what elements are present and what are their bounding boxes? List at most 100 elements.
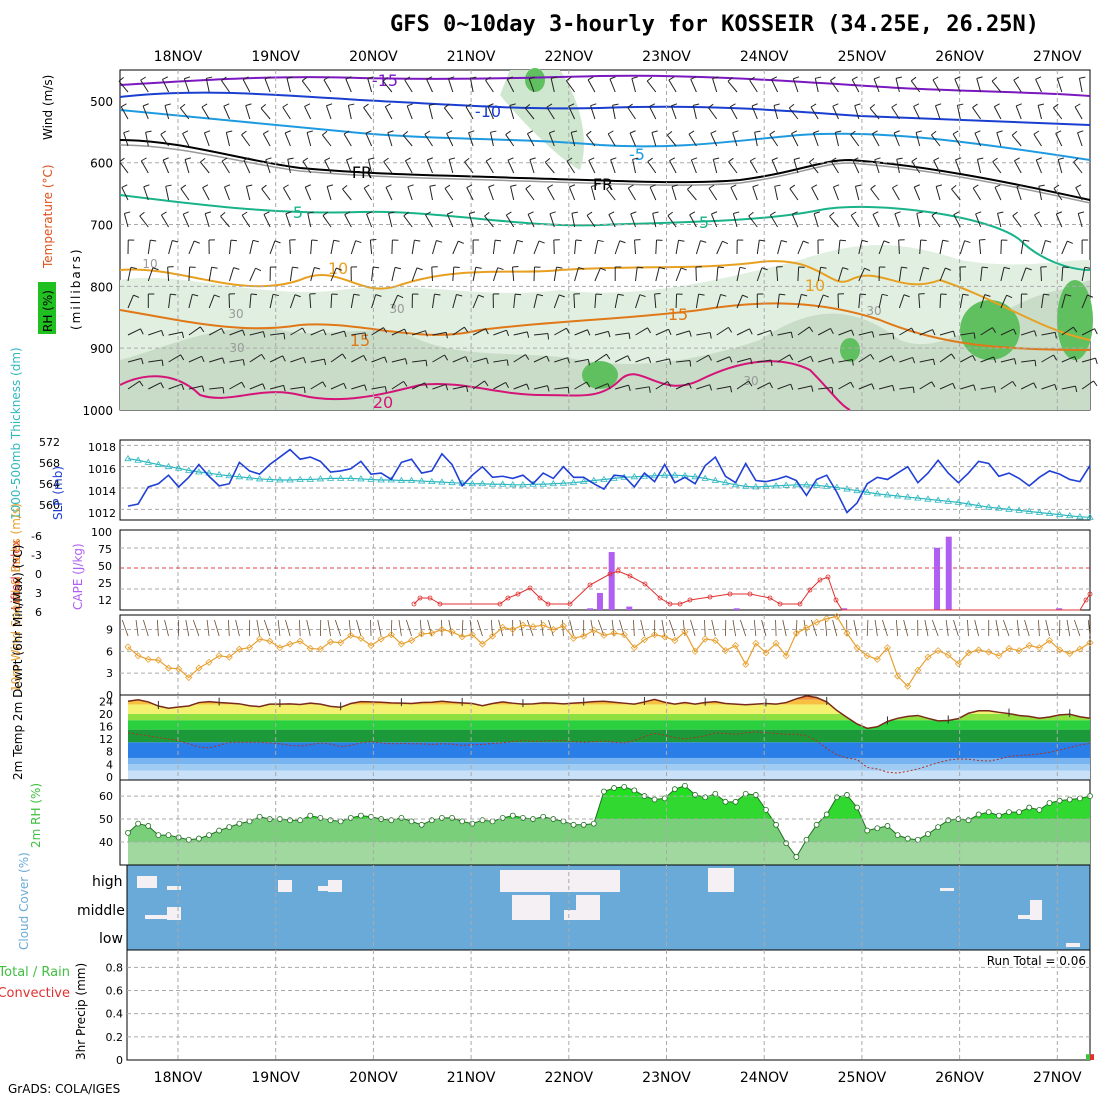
- cloud-ylabel: Cloud Cover (%): [17, 852, 31, 950]
- wind-barb-flag: [708, 354, 712, 361]
- wind-barb-flag: [302, 327, 306, 334]
- li-point: [411, 601, 417, 607]
- rh-point: [509, 812, 516, 819]
- rh-point: [570, 821, 577, 828]
- wind-barb: [363, 187, 373, 201]
- wind-barb-flag: [771, 76, 778, 80]
- wind10-series: [121, 612, 1094, 690]
- wind-barb-flag: [180, 354, 185, 361]
- wind10-point: [306, 644, 314, 653]
- wind-barb: [221, 80, 230, 93]
- wind-barb: [1081, 328, 1095, 336]
- wind10-barb: [227, 619, 230, 637]
- wind-barb: [188, 294, 193, 309]
- wind-barb-flag: [567, 357, 570, 364]
- wind-barb-flag: [343, 331, 347, 338]
- slp-panel: [119, 439, 1091, 521]
- temp-band: [128, 704, 1090, 714]
- precip-grid: [127, 950, 1090, 1060]
- wind-barb-flag: [510, 184, 517, 187]
- rh-point: [135, 820, 142, 827]
- wind-barb-flag: [1053, 354, 1058, 361]
- wind10-point: [853, 644, 861, 652]
- top-tick-label: 20NOV: [349, 49, 398, 65]
- wind-barb-flag: [162, 76, 169, 80]
- wind-barb: [431, 266, 433, 282]
- wind-barb: [1061, 294, 1066, 309]
- wind-barb: [777, 354, 790, 363]
- top-tick-label: 27NOV: [1033, 49, 1082, 65]
- thickness-point: [944, 497, 952, 504]
- wind-barb: [588, 160, 596, 174]
- wind-barb: [513, 331, 528, 336]
- wind-barb-flag: [976, 76, 983, 80]
- wind-barb: [696, 354, 709, 363]
- top-tick-label: 24NOV: [740, 49, 789, 65]
- wind-barb-flag: [204, 211, 211, 215]
- wind-barb-flag: [781, 239, 788, 243]
- wind-barb: [878, 240, 885, 255]
- wind-barb: [939, 293, 942, 309]
- wind-barb-flag: [402, 131, 409, 136]
- wind-barb-flag: [912, 357, 916, 364]
- wind-barb: [830, 80, 839, 93]
- wind10-barb: [903, 619, 909, 637]
- rh-ylabel: RH (%): [41, 290, 55, 332]
- wind-barb-flag: [261, 184, 267, 190]
- wind-barb-flag: [973, 384, 976, 391]
- wind10-barb: [356, 619, 362, 637]
- temp-tick: 8: [106, 746, 113, 759]
- chart-title: GFS 0~10day 3-hourly for KOSSEIR (34.25E…: [390, 12, 1040, 37]
- rh-band: [128, 785, 1090, 797]
- wind-barb-flag: [870, 354, 875, 360]
- wind10-point: [397, 640, 405, 648]
- wind-barb: [813, 213, 819, 228]
- wind-barb-flag: [192, 293, 199, 297]
- li-point: [615, 568, 621, 574]
- isotherm-label: -15: [372, 71, 398, 90]
- thickness-point: [974, 501, 983, 508]
- wind10-barb: [569, 619, 574, 637]
- wind10-point: [499, 623, 507, 631]
- wind10-barb: [192, 619, 200, 637]
- wind-barb: [899, 356, 913, 363]
- wind-barb: [209, 357, 223, 363]
- thickness-point: [296, 475, 304, 482]
- wind10-barb: [824, 619, 828, 637]
- wind-barb-flag: [651, 130, 658, 134]
- wind-barb-flag: [732, 130, 739, 134]
- wind-barb: [916, 213, 921, 228]
- top-tick-label: 21NOV: [447, 49, 496, 65]
- wind-barb: [919, 329, 933, 336]
- wind-barb: [407, 186, 413, 201]
- wind-barb-flag: [1073, 157, 1079, 163]
- rh-point: [925, 831, 931, 837]
- wind-barb-flag: [997, 211, 1004, 214]
- cape-bar: [596, 592, 603, 610]
- wind-barb-flag: [770, 359, 773, 367]
- wind-barb-flag: [587, 76, 594, 81]
- wind-barb: [615, 332, 630, 336]
- wind-barb-flag: [1053, 184, 1060, 189]
- wind-barb: [980, 267, 983, 282]
- wind-barb-flag: [345, 76, 352, 80]
- wind-barb-flag: [632, 157, 639, 160]
- wind10-point: [863, 652, 871, 660]
- wind-barb-flag: [458, 240, 464, 244]
- wind-barb: [432, 354, 445, 363]
- wind-barb-flag: [121, 184, 128, 188]
- wind-barb-flag: [973, 332, 976, 339]
- wind10-barb: [931, 619, 939, 637]
- wind-barb-flag: [363, 184, 370, 189]
- wind-barb: [610, 159, 616, 174]
- thickness-point: [650, 471, 659, 479]
- wind-barb-flag: [484, 211, 490, 217]
- wind-barb-flag: [444, 184, 451, 189]
- wind-barb: [485, 80, 494, 93]
- thickness-point: [782, 481, 790, 488]
- top-tick-label: 25NOV: [838, 49, 887, 65]
- wind-barb: [183, 78, 190, 93]
- wind-barb-flag: [425, 360, 428, 367]
- wind-barb-flag: [861, 239, 868, 243]
